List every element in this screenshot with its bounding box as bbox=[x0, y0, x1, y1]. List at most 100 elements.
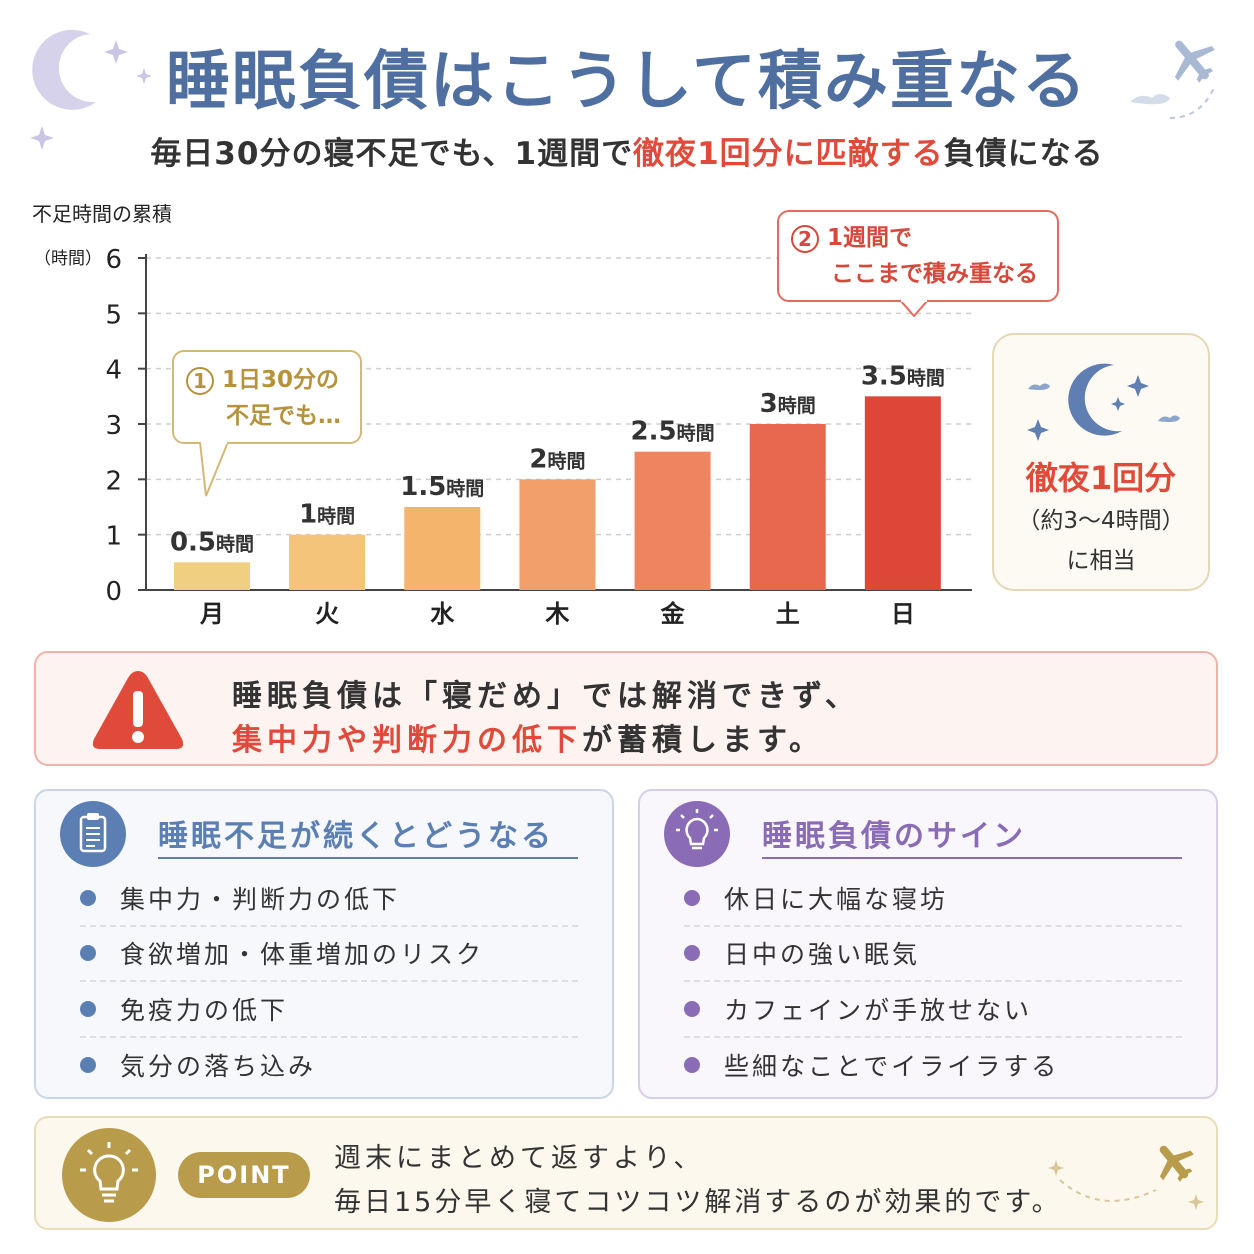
bullet-dot bbox=[80, 945, 96, 962]
list-item-text: 免疫力の低下 bbox=[120, 995, 289, 1025]
y-tick-label: 0 bbox=[105, 577, 122, 607]
x-tick-label: 火 bbox=[315, 600, 339, 628]
bullet-dot bbox=[684, 1000, 700, 1017]
x-tick-label: 土 bbox=[776, 600, 800, 628]
bar bbox=[864, 396, 941, 590]
x-tick-label: 日 bbox=[891, 600, 915, 628]
subtitle-highlight: 徹夜1回分に匹敵する bbox=[633, 136, 944, 172]
star-icon bbox=[136, 68, 152, 84]
star-icon bbox=[1188, 1194, 1204, 1210]
y-tick-label: 6 bbox=[105, 245, 122, 275]
bullet-dot bbox=[80, 889, 96, 906]
bar bbox=[519, 479, 596, 590]
data-label: 3時間 bbox=[760, 389, 816, 419]
x-tick-label: 月 bbox=[199, 600, 224, 628]
effects-list: 集中力・判断力の低下 食欲増加・体重増加のリスク 免疫力の低下 気分の落ち込み bbox=[80, 871, 578, 1093]
point-box: POINT 週末にまとめて返すより、 毎日15分早く寝てコツコツ解消するのが効果… bbox=[34, 1116, 1218, 1230]
card-title: 徹夜1回分 bbox=[1025, 459, 1177, 497]
subtitle-post: 負債になる bbox=[943, 136, 1104, 172]
list-item: 日中の強い眠気 bbox=[684, 927, 1182, 982]
subtitle-pre: 毎日30分の寝不足でも、1週間で bbox=[150, 136, 634, 172]
warning-highlight: 集中力や判断力の低下 bbox=[232, 723, 582, 758]
moon-stars-decoration bbox=[30, 29, 152, 150]
page-subtitle: 毎日30分の寝不足でも、1週間で徹夜1回分に匹敵する負債になる bbox=[0, 128, 1254, 173]
y-tick-label: 1 bbox=[105, 522, 122, 552]
list-item: 集中力・判断力の低下 bbox=[80, 871, 578, 927]
x-tick-label: 木 bbox=[544, 600, 570, 628]
airplane-icon bbox=[1174, 40, 1215, 83]
airplane-icon bbox=[1159, 1145, 1194, 1182]
point-badge: POINT bbox=[178, 1152, 310, 1198]
list-item: 休日に大幅な寝坊 bbox=[684, 871, 1182, 927]
lightbulb-icon bbox=[62, 1128, 156, 1222]
bar bbox=[289, 534, 366, 590]
callout-line1: 1週間で bbox=[827, 225, 913, 251]
panel-title: 睡眠負債のサイン bbox=[762, 819, 1026, 854]
bullet-dot bbox=[684, 1057, 700, 1074]
list-item-text: 食欲増加・体重増加のリスク bbox=[120, 940, 485, 970]
star-icon bbox=[1048, 1160, 1064, 1176]
warning-box: 睡眠負債は「寝だめ」では解消できず、 集中力や判断力の低下が蓄積します。 bbox=[34, 651, 1218, 766]
data-label: 2時間 bbox=[529, 444, 585, 474]
airplane-decoration bbox=[1130, 40, 1215, 119]
bullet-dot bbox=[684, 945, 700, 962]
list-item-text: 気分の落ち込み bbox=[120, 1052, 317, 1082]
card-subtitle-2: に相当 bbox=[1066, 548, 1136, 574]
warning-icon bbox=[92, 671, 184, 749]
star-icon bbox=[30, 126, 54, 150]
cloud-icon bbox=[1130, 94, 1170, 105]
x-tick-label: 金 bbox=[660, 600, 686, 628]
callout-pointer bbox=[199, 440, 229, 497]
signs-list: 休日に大幅な寝坊 日中の強い眠気 カフェインが手放せない 些細なことでイライラす… bbox=[684, 871, 1182, 1093]
data-label: 2.5時間 bbox=[631, 417, 715, 447]
warning-line1: 睡眠負債は「寝だめ」では解消できず、 bbox=[232, 679, 860, 714]
list-item-text: 休日に大幅な寝坊 bbox=[724, 884, 949, 914]
effects-panel: 睡眠不足が続くとどうなる 集中力・判断力の低下 食欲増加・体重増加のリスク 免疫… bbox=[34, 789, 614, 1099]
bar bbox=[634, 451, 711, 590]
all-nighter-card: 徹夜1回分 （約3〜4時間） に相当 bbox=[992, 333, 1210, 591]
data-label: 1.5時間 bbox=[400, 472, 484, 502]
callout-line2: ここまで積み重なる bbox=[831, 261, 1038, 287]
callout-line1: 1日30分の bbox=[222, 367, 340, 393]
data-label: 0.5時間 bbox=[170, 527, 254, 557]
bullet-dot bbox=[80, 1057, 96, 1074]
list-item: 些細なことでイライラする bbox=[684, 1038, 1182, 1094]
y-axis-title: 不足時間の累積 bbox=[32, 202, 172, 226]
list-item-text: 些細なことでイライラする bbox=[724, 1052, 1060, 1082]
warning-line2: 集中力や判断力の低下が蓄積します。 bbox=[232, 715, 824, 759]
bullet-dot bbox=[684, 889, 700, 906]
callout-second: 2 1週間で ここまで積み重なる bbox=[777, 210, 1059, 302]
list-item: 気分の落ち込み bbox=[80, 1038, 578, 1094]
y-axis-unit: （時間） bbox=[34, 249, 102, 269]
moon-icon bbox=[32, 29, 96, 110]
signs-panel: 睡眠負債のサイン 休日に大幅な寝坊 日中の強い眠気 カフェインが手放せない 些細… bbox=[638, 789, 1218, 1099]
bars bbox=[174, 396, 941, 590]
callout-first: 1 1日30分の 不足でも… bbox=[172, 350, 362, 444]
panel-divider bbox=[158, 857, 578, 859]
y-tick-label: 2 bbox=[105, 466, 122, 496]
lightbulb-icon bbox=[664, 801, 730, 867]
bar bbox=[404, 507, 481, 590]
bullet-dot bbox=[80, 1000, 96, 1017]
clipboard-icon bbox=[60, 801, 126, 867]
list-item: 食欲増加・体重増加のリスク bbox=[80, 927, 578, 982]
card-subtitle: （約3〜4時間） bbox=[1017, 508, 1185, 534]
page-title: 睡眠負債はこうして積み重なる bbox=[165, 45, 1089, 119]
callout-pointer bbox=[899, 298, 929, 318]
data-label: 3.5時間 bbox=[861, 361, 945, 391]
x-tick-label: 水 bbox=[430, 600, 455, 628]
point-line1: 週末にまとめて返すより、 bbox=[334, 1143, 705, 1174]
point-line2: 毎日15分早く寝てコツコツ解消するのが効果的です。 bbox=[334, 1187, 1062, 1218]
y-tick-label: 3 bbox=[105, 411, 122, 441]
callout-number: 2 bbox=[791, 224, 819, 253]
star-icon bbox=[104, 40, 128, 64]
list-item-text: 集中力・判断力の低下 bbox=[120, 884, 401, 914]
list-item-text: カフェインが手放せない bbox=[724, 995, 1033, 1025]
list-item: 免疫力の低下 bbox=[80, 982, 578, 1038]
list-item: カフェインが手放せない bbox=[684, 982, 1182, 1038]
y-tick-label: 5 bbox=[105, 300, 122, 330]
data-label: 1時間 bbox=[299, 500, 355, 530]
bar bbox=[749, 424, 826, 590]
